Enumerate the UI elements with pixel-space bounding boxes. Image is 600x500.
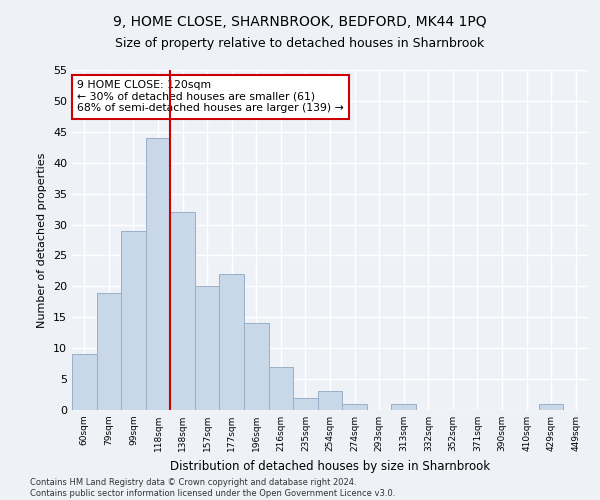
Bar: [72, 354, 97, 410]
Text: 9, HOME CLOSE, SHARNBROOK, BEDFORD, MK44 1PQ: 9, HOME CLOSE, SHARNBROOK, BEDFORD, MK44…: [113, 15, 487, 29]
Bar: [318, 392, 342, 410]
Bar: [539, 404, 563, 410]
Text: 9 HOME CLOSE: 120sqm
← 30% of detached houses are smaller (61)
68% of semi-detac: 9 HOME CLOSE: 120sqm ← 30% of detached h…: [77, 80, 344, 114]
Bar: [391, 404, 416, 410]
Bar: [195, 286, 220, 410]
Text: Contains HM Land Registry data © Crown copyright and database right 2024.
Contai: Contains HM Land Registry data © Crown c…: [30, 478, 395, 498]
Y-axis label: Number of detached properties: Number of detached properties: [37, 152, 47, 328]
Bar: [97, 292, 121, 410]
Bar: [220, 274, 244, 410]
Bar: [146, 138, 170, 410]
Bar: [244, 324, 269, 410]
Bar: [170, 212, 195, 410]
X-axis label: Distribution of detached houses by size in Sharnbrook: Distribution of detached houses by size …: [170, 460, 490, 472]
Bar: [121, 230, 146, 410]
Text: Size of property relative to detached houses in Sharnbrook: Size of property relative to detached ho…: [115, 38, 485, 51]
Bar: [293, 398, 318, 410]
Bar: [269, 366, 293, 410]
Bar: [342, 404, 367, 410]
